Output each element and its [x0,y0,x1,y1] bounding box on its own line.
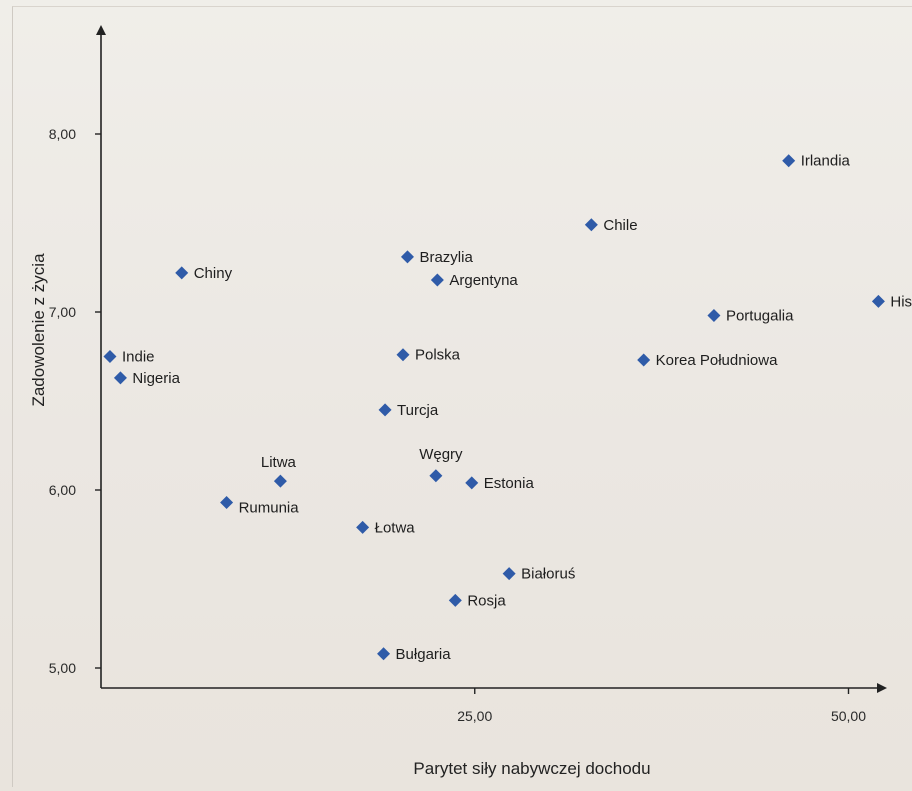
point-polska: Polska [396,347,461,364]
point-label: Korea Południowa [656,352,778,369]
diamond-marker [396,348,410,362]
point-label: Polska [415,347,461,364]
chart-frame [12,6,912,787]
point-chile: Chile [584,217,638,234]
point-rumunia: Rumunia [220,495,300,516]
point-label: Łotwa [375,519,416,536]
diamond-marker [113,371,127,385]
point-label: Argentyna [449,272,518,289]
point-turcja: Turcja [378,402,439,419]
point-label: Białoruś [521,566,575,583]
point-brazylia: Brazylia [400,249,473,266]
point-label: Nigeria [132,370,180,387]
y-tick-label: 8,00 [49,126,76,142]
point-litwa: Litwa [261,454,297,488]
data-points: SzwajcariaDaniaKanadaIrlandiaHolandiaNor… [103,153,912,663]
y-tick-label: 6,00 [49,482,76,498]
y-axis-title: Zadowolenie z życia [29,253,48,407]
x-tick-label: 50,00 [831,708,866,724]
point-lotwa: Łotwa [356,519,415,536]
point-label: Rosja [467,592,506,609]
point-bulgaria: Bułgaria [377,646,451,663]
point-label: Hiszpania [890,293,912,310]
diamond-marker [356,520,370,534]
point-hiszpania: Hiszpania [871,293,912,310]
point-nigeria: Nigeria [113,370,181,387]
point-argentyna: Argentyna [430,272,518,289]
y-tick-label: 7,00 [49,304,76,320]
diamond-marker [465,476,479,490]
point-label: Irlandia [801,153,851,170]
x-tick-label: 25,00 [457,708,492,724]
diamond-marker [637,353,651,367]
point-label: Rumunia [239,499,300,516]
point-label: Litwa [261,454,297,471]
point-irlandia: Irlandia [782,153,851,170]
diamond-marker [448,593,462,607]
point-label: Chiny [194,265,233,282]
y-tick-label: 5,00 [49,660,76,676]
point-wegry: Węgry [419,446,463,483]
diamond-marker [429,469,443,483]
diamond-marker [175,266,189,280]
point-label: Bułgaria [396,646,452,663]
point-label: Portugalia [726,308,794,325]
diamond-marker [378,403,392,417]
point-bialorus: Białoruś [502,566,575,583]
point-portugalia: Portugalia [707,308,794,325]
point-label: Estonia [484,475,535,492]
diamond-marker [103,350,117,363]
diamond-marker [707,309,721,323]
x-axis-title: Parytet siły nabywczej dochodu [413,759,650,778]
diamond-marker [400,250,414,264]
point-label: Indie [122,349,155,366]
diamond-marker [782,154,796,168]
diamond-marker [220,495,234,509]
diamond-marker [584,218,598,232]
diamond-marker [273,474,287,488]
point-korea-poludniowa: Korea Południowa [637,352,778,369]
diamond-marker [377,647,391,661]
diamond-marker [871,294,885,308]
point-label: Turcja [397,402,439,419]
point-label: Chile [603,217,637,234]
point-label: Węgry [419,446,463,463]
point-indie: Indie [103,349,155,366]
diamond-marker [502,567,516,581]
point-label: Brazylia [419,249,473,266]
point-chiny: Chiny [175,265,233,282]
diamond-marker [430,273,444,287]
point-rosja: Rosja [448,592,506,609]
point-estonia: Estonia [465,475,534,492]
